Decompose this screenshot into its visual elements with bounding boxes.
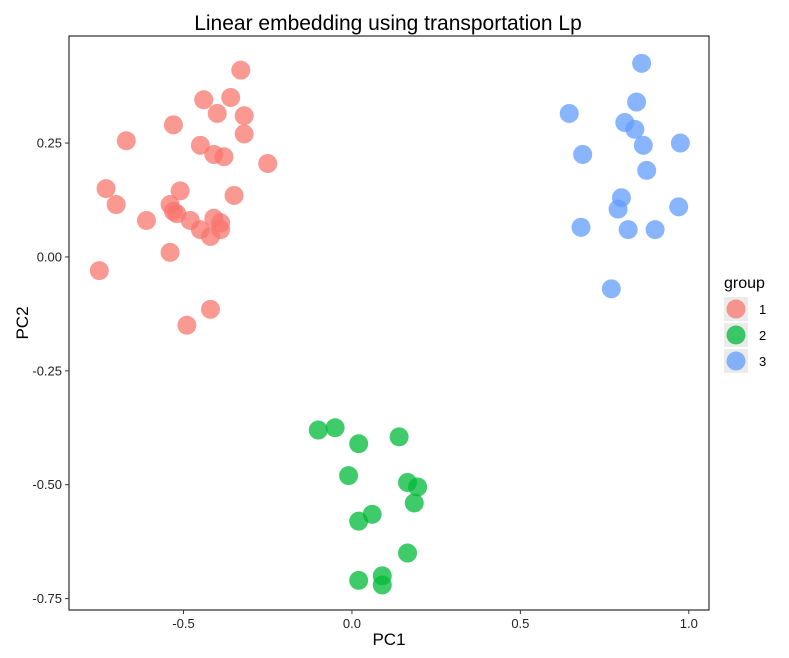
point-group-3 [670, 133, 690, 153]
point-group-3 [627, 92, 647, 112]
x-axis: -0.5 0.0 0.5 1.0 [172, 610, 698, 631]
point-group-1 [214, 147, 234, 167]
point-group-1 [200, 299, 220, 319]
point-group-1 [221, 88, 241, 107]
x-tick-label: -0.5 [172, 616, 194, 631]
data-points [89, 53, 690, 595]
point-group-1 [106, 195, 126, 215]
x-tick-label: 1.0 [680, 616, 698, 631]
legend-title: group [724, 275, 765, 292]
point-group-1 [207, 103, 227, 123]
point-group-1 [234, 106, 254, 126]
point-group-1 [234, 124, 254, 144]
point-group-1 [96, 179, 116, 199]
legend-key-2 [726, 325, 746, 345]
point-group-2 [349, 570, 369, 590]
point-group-1 [258, 154, 278, 174]
point-group-3 [669, 197, 689, 217]
y-axis: 0.25 0.00 -0.25 -0.50 -0.75 [32, 136, 69, 606]
legend-label-1: 1 [759, 302, 766, 317]
point-group-2 [398, 543, 418, 563]
legend: group 1 2 3 [724, 275, 766, 373]
y-axis-title: PC2 [13, 306, 32, 339]
point-group-2 [362, 504, 382, 524]
legend-label-2: 2 [759, 328, 766, 343]
point-group-2 [372, 575, 392, 595]
point-group-1 [163, 115, 183, 135]
point-group-1 [194, 90, 214, 110]
chart-title: Linear embedding using transportation Lp [194, 12, 582, 35]
point-group-3 [611, 188, 631, 208]
legend-label-3: 3 [759, 354, 766, 369]
point-group-3 [645, 220, 665, 240]
point-group-1 [89, 261, 109, 281]
point-group-2 [325, 418, 345, 438]
point-group-1 [136, 211, 156, 230]
point-group-3 [618, 220, 638, 240]
point-group-1 [190, 135, 210, 155]
y-tick-label: -0.50 [32, 477, 62, 492]
legend-key-3 [726, 351, 746, 371]
point-group-1 [116, 131, 136, 151]
x-tick-label: 0.0 [343, 616, 361, 631]
legend-key-1 [726, 299, 746, 319]
point-group-2 [349, 434, 369, 454]
point-group-3 [625, 119, 645, 139]
point-group-1 [224, 185, 244, 205]
point-group-2 [308, 420, 328, 440]
point-group-3 [633, 135, 653, 155]
point-group-2 [404, 493, 424, 513]
point-group-1 [177, 315, 197, 335]
point-group-3 [559, 103, 579, 123]
point-group-2 [339, 466, 359, 486]
point-group-3 [601, 279, 621, 299]
y-tick-label: 0.25 [37, 136, 62, 151]
point-group-3 [637, 160, 657, 180]
point-group-1 [160, 242, 180, 262]
point-group-1 [211, 220, 231, 240]
point-group-2 [389, 427, 409, 447]
y-tick-label: -0.25 [32, 363, 62, 378]
point-group-1 [231, 60, 251, 80]
x-axis-title: PC1 [372, 630, 405, 649]
point-group-3 [571, 217, 591, 237]
y-tick-label: 0.00 [37, 249, 62, 264]
point-group-3 [632, 53, 652, 73]
y-tick-label: -0.75 [32, 591, 62, 606]
point-group-2 [408, 477, 428, 497]
point-group-3 [573, 144, 593, 164]
point-group-1 [170, 181, 190, 201]
x-tick-label: 0.5 [511, 616, 529, 631]
